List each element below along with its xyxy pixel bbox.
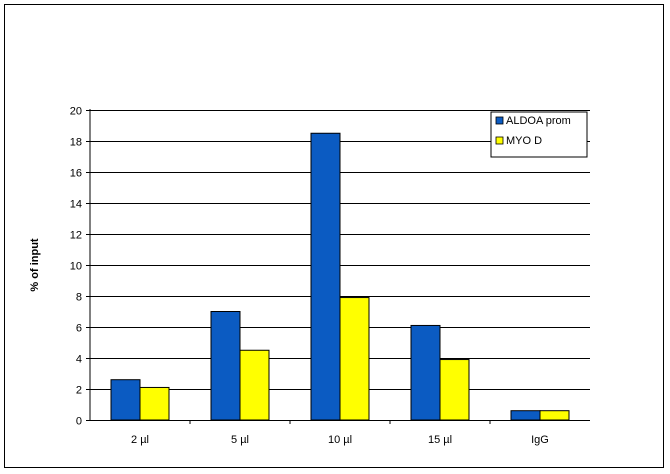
bar-myod	[439, 359, 470, 421]
y-tick-labels: 0 2 4 6 8 10 12 14 16 18 20	[70, 106, 90, 428]
legend-label-aldoa: ALDOA prom	[506, 115, 571, 127]
y-tick-label: 20	[70, 106, 82, 118]
legend-swatch-myod	[495, 136, 504, 145]
x-tick-label: 15 µl	[428, 434, 452, 446]
bar-aldoa	[510, 410, 541, 421]
bar-aldoa	[210, 311, 241, 421]
legend-label-myod: MYO D	[506, 135, 542, 147]
y-tick-label: 12	[70, 230, 82, 242]
bar-myod	[539, 410, 570, 421]
legend: ALDOA prom MYO D	[490, 111, 588, 158]
y-tick-label: 16	[70, 168, 82, 180]
bar-myod	[139, 386, 170, 421]
bars	[110, 132, 570, 421]
y-tick-label: 4	[76, 354, 82, 366]
bar-aldoa	[110, 379, 141, 421]
y-axis-label: % of input	[29, 238, 41, 291]
y-tick-label: 8	[76, 292, 82, 304]
x-tick-labels: 2 µl 5 µl 10 µl 15 µl IgG	[131, 420, 549, 446]
x-tick-label: 2 µl	[131, 434, 149, 446]
bar-myod	[339, 297, 370, 421]
bar-aldoa	[410, 324, 441, 421]
y-tick-label: 18	[70, 137, 82, 149]
bar-myod	[239, 349, 270, 421]
y-tick-label: 10	[70, 261, 82, 273]
legend-box	[490, 111, 588, 158]
y-tick-label: 14	[70, 199, 82, 211]
x-tick-label: 5 µl	[231, 434, 249, 446]
y-tick-label: 0	[76, 416, 82, 428]
y-tick-label: 6	[76, 323, 82, 335]
y-tick-label: 2	[76, 385, 82, 397]
x-tick-label: 10 µl	[328, 434, 352, 446]
bar-aldoa	[310, 132, 341, 421]
x-tick-label: IgG	[531, 434, 549, 446]
legend-swatch-aldoa	[495, 116, 504, 125]
